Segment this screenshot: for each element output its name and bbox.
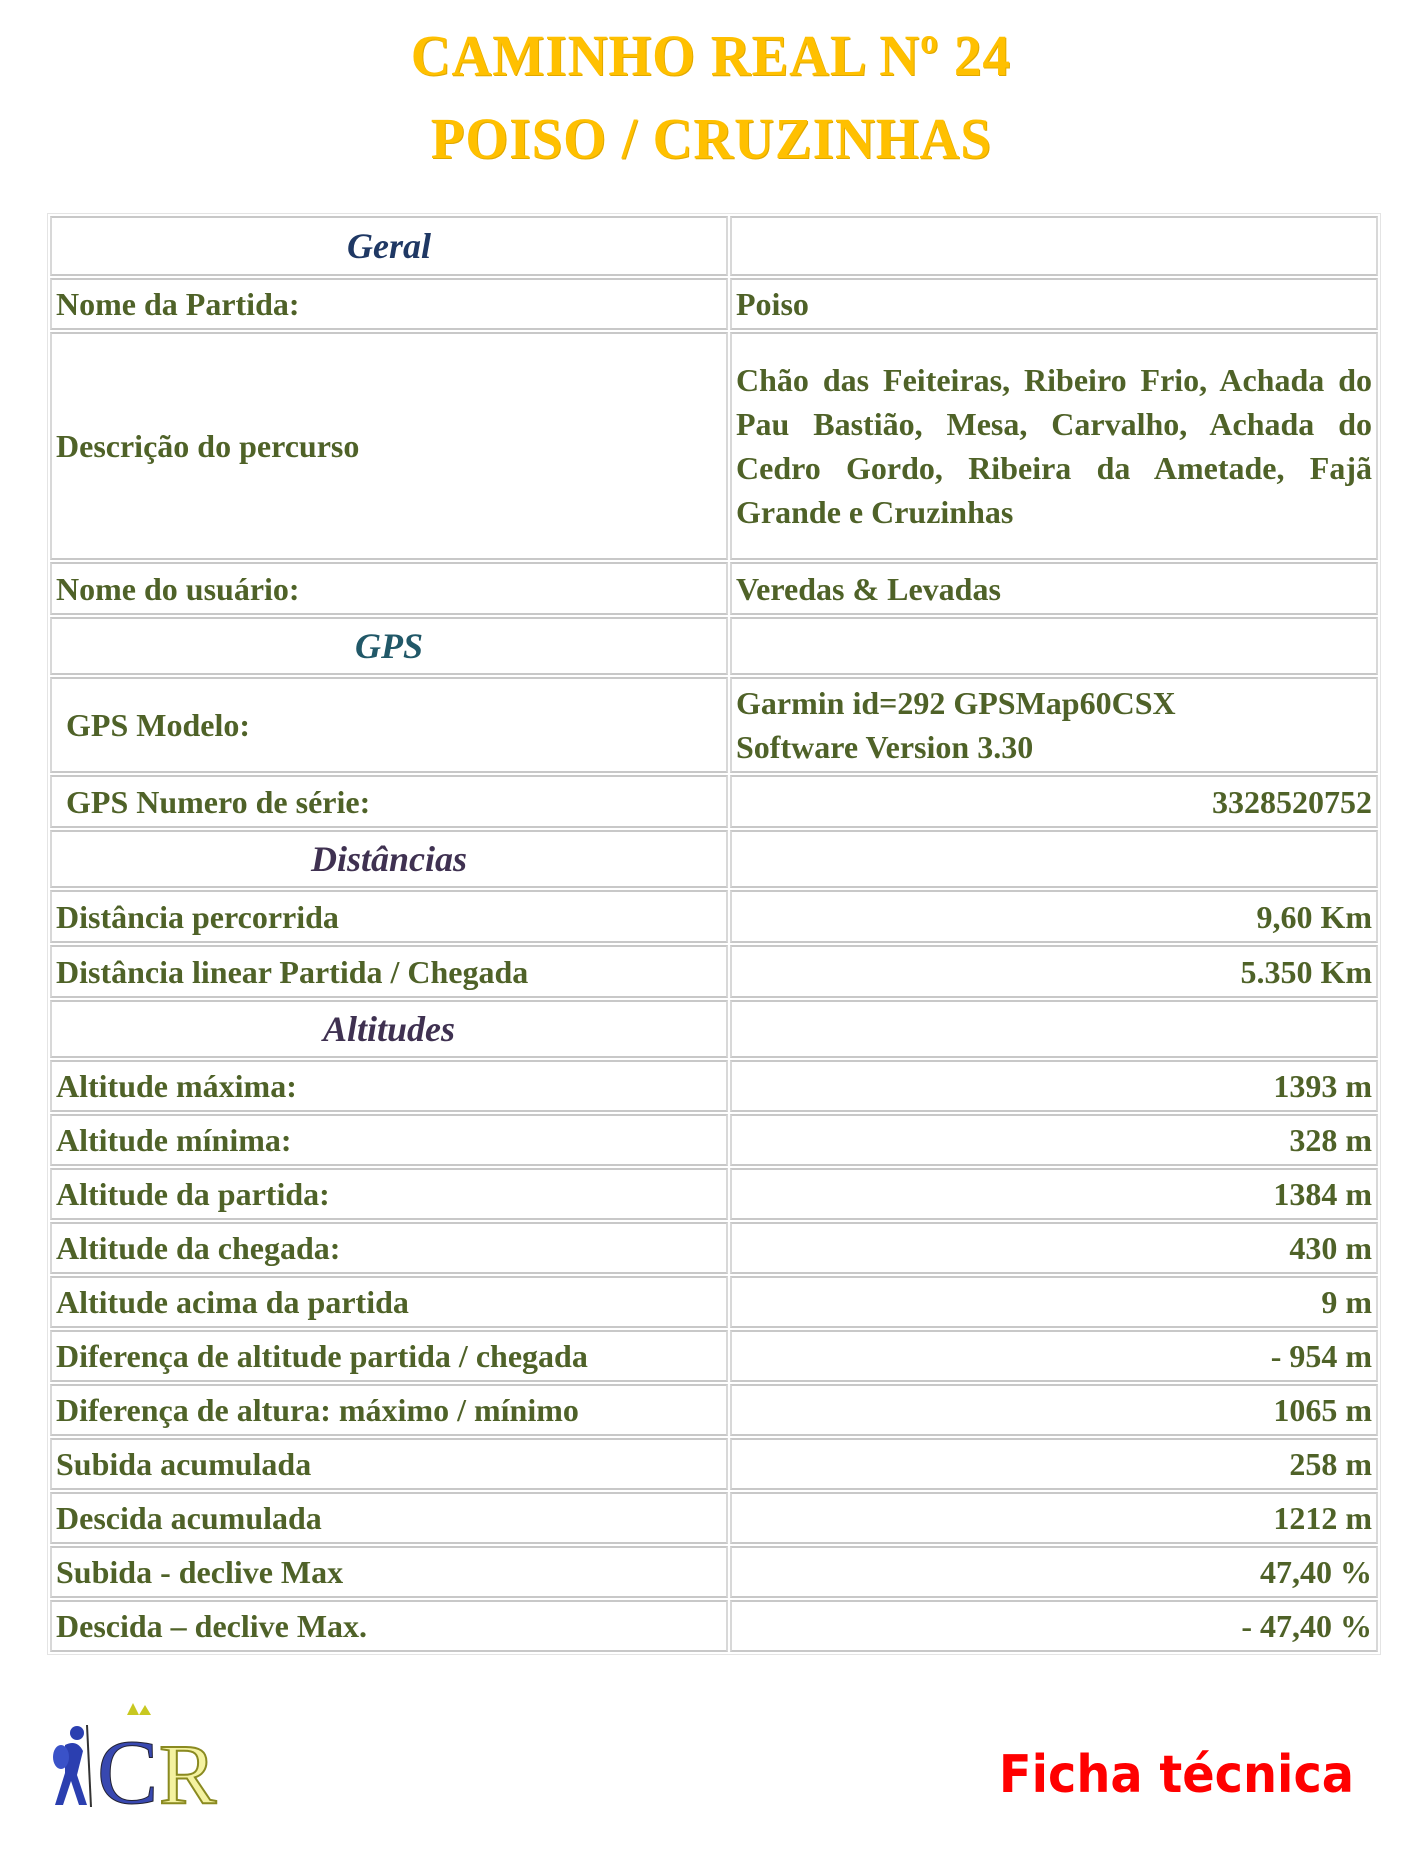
gps-software-line: Software Version 3.30 [736, 729, 1034, 765]
cr-logo: C R [53, 1703, 218, 1815]
row-label: Nome do usuário: [50, 562, 728, 615]
technical-sheet-table: Geral Nome da Partida: Poiso Descrição d… [47, 213, 1381, 1655]
section-row-gps: GPS [50, 617, 1378, 675]
table-row: Distância percorrida 9,60 Km [50, 890, 1378, 943]
section-row-distancias: Distâncias [50, 830, 1378, 888]
table-row: Nome do usuário: Veredas & Levadas [50, 562, 1378, 615]
table-row: Subida acumulada 258 m [50, 1438, 1378, 1490]
empty-cell [730, 1000, 1378, 1058]
table-row: Descida acumulada 1212 m [50, 1492, 1378, 1544]
section-row-altitudes: Altitudes [50, 1000, 1378, 1058]
empty-cell [730, 216, 1378, 276]
row-label: Altitude da partida: [50, 1168, 728, 1220]
row-value: 1384 m [730, 1168, 1378, 1220]
row-value: 1212 m [730, 1492, 1378, 1544]
row-value: 1393 m [730, 1060, 1378, 1112]
page-title: Caminho Real Nº 24 [410, 23, 1012, 88]
table-row: Nome da Partida: Poiso [50, 278, 1378, 330]
table-row: Altitude da partida: 1384 m [50, 1168, 1378, 1220]
row-label: Subida acumulada [50, 1438, 728, 1490]
row-value: 3328520752 [730, 775, 1378, 828]
row-value: 47,40 % [730, 1546, 1378, 1598]
row-value: 5.350 Km [730, 945, 1378, 998]
row-label: Altitude da chegada: [50, 1222, 728, 1274]
row-value: Veredas & Levadas [730, 562, 1378, 615]
row-label: Descida acumulada [50, 1492, 728, 1544]
empty-cell [730, 617, 1378, 675]
row-label: Descrição do percurso [50, 332, 728, 560]
page-subtitle: Poiso / Cruzinhas [430, 106, 992, 171]
table-row: Altitude mínima: 328 m [50, 1114, 1378, 1166]
table-row: Altitude máxima: 1393 m [50, 1060, 1378, 1112]
row-label: Diferença de altitude partida / chegada [50, 1330, 728, 1382]
row-value: Chão das Feiteiras, Ribeiro Frio, Achada… [730, 332, 1378, 560]
table-row: GPS Modelo: Garmin id=292 GPSMap60CSX Sof… [50, 677, 1378, 773]
row-value: - 47,40 % [730, 1600, 1378, 1652]
table-row: Descida – declive Max. - 47,40 % [50, 1600, 1378, 1652]
section-heading-altitudes: Altitudes [50, 1000, 728, 1058]
table-row: Subida - declive Max 47,40 % [50, 1546, 1378, 1598]
table-row: GPS Numero de série: 3328520752 [50, 775, 1378, 828]
row-label: Altitude máxima: [50, 1060, 728, 1112]
row-label: Descida – declive Max. [50, 1600, 728, 1652]
section-heading-distancias: Distâncias [50, 830, 728, 888]
table-row: Diferença de altura: máximo / mínimo 1065… [50, 1384, 1378, 1436]
gps-model-line: Garmin id=292 GPSMap60CSX [736, 685, 1176, 721]
row-label: Altitude acima da partida [50, 1276, 728, 1328]
row-label: Distância percorrida [50, 890, 728, 943]
section-heading-geral: Geral [50, 216, 728, 276]
row-label: Distância linear Partida / Chegada [50, 945, 728, 998]
row-value: - 954 m [730, 1330, 1378, 1382]
row-value: Poiso [730, 278, 1378, 330]
crown-icon [127, 1703, 151, 1715]
table-row: Descrição do percurso Chão das Feiteiras… [50, 332, 1378, 560]
row-label: GPS Numero de série: [50, 775, 728, 828]
row-label: Altitude mínima: [50, 1114, 728, 1166]
row-value: 1065 m [730, 1384, 1378, 1436]
row-value: 328 m [730, 1114, 1378, 1166]
section-row-geral: Geral [50, 216, 1378, 276]
table-row: Altitude acima da partida 9 m [50, 1276, 1378, 1328]
row-label: Subida - declive Max [50, 1546, 728, 1598]
row-label: Diferença de altura: máximo / mínimo [50, 1384, 728, 1436]
row-value: Garmin id=292 GPSMap60CSX Software Versio… [730, 677, 1378, 773]
table-row: Altitude da chegada: 430 m [50, 1222, 1378, 1274]
footer-label: Ficha técnica [998, 1745, 1354, 1805]
row-value: 9,60 Km [730, 890, 1378, 943]
table-row: Diferença de altitude partida / chegada -… [50, 1330, 1378, 1382]
empty-cell [730, 830, 1378, 888]
logo-letter-r: R [159, 1726, 217, 1815]
logo-letter-c: C [97, 1721, 158, 1815]
row-label: GPS Modelo: [50, 677, 728, 773]
section-heading-gps: GPS [50, 617, 728, 675]
row-value: 430 m [730, 1222, 1378, 1274]
row-label: Nome da Partida: [50, 278, 728, 330]
table-row: Distância linear Partida / Chegada 5.350… [50, 945, 1378, 998]
row-value: 9 m [730, 1276, 1378, 1328]
row-value: 258 m [730, 1438, 1378, 1490]
hiker-icon [53, 1724, 92, 1808]
